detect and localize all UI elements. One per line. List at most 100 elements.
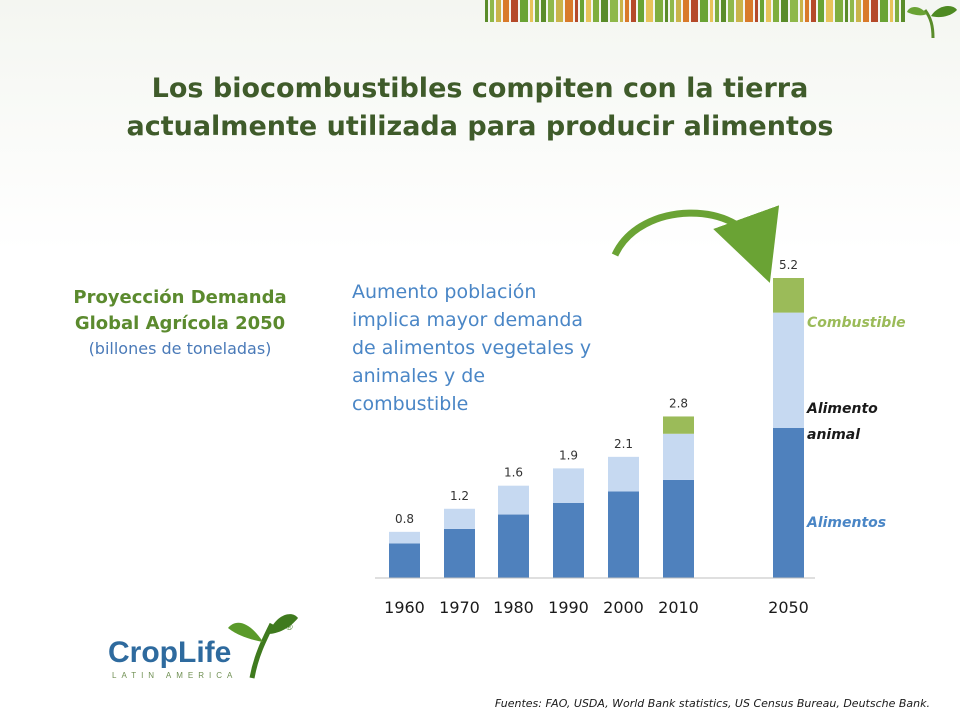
decorative-stripe bbox=[655, 0, 663, 22]
source-note: Fuentes: FAO, USDA, World Bank statistic… bbox=[494, 697, 930, 710]
bar-segment-combustible bbox=[773, 278, 804, 313]
decorative-stripe bbox=[700, 0, 708, 22]
bar-segment-alimentos bbox=[553, 503, 584, 578]
slide-title: Los biocombustibles compiten con la tier… bbox=[60, 70, 900, 146]
sprout-icon bbox=[907, 6, 957, 39]
subtitle-line-1: Proyección Demanda bbox=[73, 287, 287, 308]
bar-segment-alimento-animal bbox=[444, 508, 475, 529]
decorative-stripe bbox=[485, 0, 488, 22]
bar-total-label: 2.8 bbox=[669, 396, 688, 410]
decorative-stripe bbox=[871, 0, 878, 22]
decorative-stripe bbox=[890, 0, 893, 22]
decorative-stripe bbox=[755, 0, 758, 22]
bar-segment-alimentos bbox=[389, 543, 420, 578]
decorative-stripe bbox=[710, 0, 713, 22]
legend-label: Alimento bbox=[806, 401, 878, 417]
decorative-stripe bbox=[565, 0, 573, 22]
x-tick-label: 1990 bbox=[548, 598, 589, 617]
bar-segment-alimentos bbox=[498, 514, 529, 578]
decorative-stripe bbox=[670, 0, 674, 22]
decorative-stripe bbox=[556, 0, 563, 22]
decorative-stripe bbox=[548, 0, 554, 22]
decorative-stripe bbox=[610, 0, 618, 22]
decorative-stripe bbox=[601, 0, 608, 22]
decorative-stripe bbox=[880, 0, 888, 22]
bar-segment-combustible bbox=[663, 416, 694, 434]
bar-total-label: 5.2 bbox=[779, 258, 798, 272]
decorative-stripe bbox=[856, 0, 861, 22]
logo-subtext: LATIN AMERICA bbox=[112, 671, 237, 680]
decorative-stripes bbox=[485, 0, 905, 22]
decorative-stripe bbox=[811, 0, 816, 22]
decorative-stripe bbox=[496, 0, 501, 22]
decorative-stripe bbox=[766, 0, 771, 22]
decorative-stripe bbox=[901, 0, 905, 22]
bar-segment-alimento-animal bbox=[498, 485, 529, 515]
decorative-stripe bbox=[745, 0, 753, 22]
decorative-stripe bbox=[805, 0, 809, 22]
decorative-stripe bbox=[665, 0, 668, 22]
bar-total-label: 1.2 bbox=[450, 489, 469, 503]
bar-total-label: 2.1 bbox=[614, 437, 633, 451]
decorative-stripe bbox=[646, 0, 653, 22]
bar-segment-alimentos bbox=[444, 528, 475, 578]
decorative-stripe bbox=[683, 0, 689, 22]
x-tick-label: 1960 bbox=[384, 598, 425, 617]
decorative-stripe bbox=[503, 0, 509, 22]
croplife-logo: CropLife LATIN AMERICA ® bbox=[108, 614, 298, 680]
decorative-stripe bbox=[586, 0, 591, 22]
decorative-stripe bbox=[575, 0, 578, 22]
subtitle-line-2: Global Agrícola 2050 bbox=[74, 313, 286, 334]
annotation-line: combustible bbox=[352, 393, 469, 415]
decorative-stripe bbox=[845, 0, 848, 22]
decorative-stripe bbox=[530, 0, 533, 22]
x-tick-label: 2050 bbox=[768, 598, 809, 617]
decorative-stripe bbox=[760, 0, 764, 22]
x-tick-label: 2000 bbox=[603, 598, 644, 617]
annotation-line: implica mayor demanda bbox=[352, 309, 584, 331]
decorative-stripe bbox=[620, 0, 623, 22]
decorative-stripe bbox=[800, 0, 803, 22]
bar-total-label: 1.9 bbox=[559, 448, 578, 462]
decorative-stripe bbox=[541, 0, 546, 22]
title-line-1: Los biocombustibles compiten con la tier… bbox=[151, 73, 809, 104]
decorative-stripe bbox=[520, 0, 528, 22]
decorative-stripe bbox=[715, 0, 719, 22]
x-tick-label: 1980 bbox=[493, 598, 534, 617]
bar-segment-alimentos bbox=[773, 428, 804, 578]
annotation-line: de alimentos vegetales y bbox=[352, 337, 592, 359]
decorative-stripe bbox=[826, 0, 833, 22]
legend-label: animal bbox=[807, 427, 860, 443]
bar-segment-alimento-animal bbox=[553, 468, 584, 503]
decorative-stripe bbox=[728, 0, 734, 22]
decorative-stripe bbox=[593, 0, 599, 22]
decorative-stripe bbox=[535, 0, 539, 22]
subtitle-unit: (billones de toneladas) bbox=[88, 339, 272, 358]
decorative-stripe bbox=[721, 0, 726, 22]
population-annotation: Aumento población implica mayor demanda … bbox=[352, 278, 637, 418]
logo-registered-mark: ® bbox=[286, 622, 293, 632]
decorative-stripe bbox=[676, 0, 681, 22]
x-tick-label: 2010 bbox=[658, 598, 699, 617]
bar-segment-alimento-animal bbox=[389, 531, 420, 544]
decorative-stripe bbox=[580, 0, 584, 22]
decorative-stripe bbox=[511, 0, 518, 22]
decorative-stripe bbox=[895, 0, 899, 22]
annotation-line: animales y de bbox=[352, 365, 486, 387]
bar-total-label: 1.6 bbox=[504, 466, 523, 480]
bar-segment-alimento-animal bbox=[773, 312, 804, 428]
decorative-stripe bbox=[638, 0, 644, 22]
decorative-stripe bbox=[835, 0, 843, 22]
decorative-stripe bbox=[691, 0, 698, 22]
title-line-2: actualmente utilizada para producir alim… bbox=[126, 111, 834, 142]
logo-text: CropLife bbox=[108, 636, 231, 669]
bar-total-label: 0.8 bbox=[395, 512, 414, 526]
bar-segment-alimentos bbox=[608, 491, 639, 578]
chart-subtitle: Proyección Demanda Global Agrícola 2050 … bbox=[30, 285, 330, 361]
bar-segment-alimento-animal bbox=[608, 456, 639, 492]
x-tick-label: 1970 bbox=[439, 598, 480, 617]
decorative-stripe bbox=[781, 0, 788, 22]
decorative-stripe bbox=[818, 0, 824, 22]
decorative-stripe bbox=[625, 0, 629, 22]
